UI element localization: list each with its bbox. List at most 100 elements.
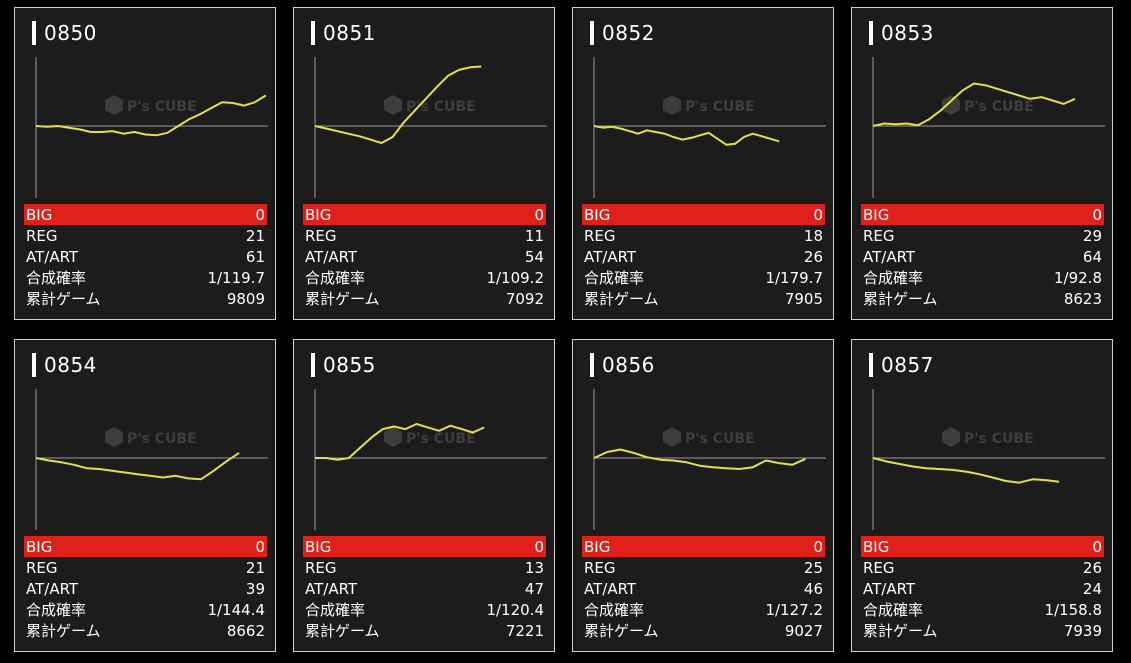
stat-value: 54 (524, 247, 544, 266)
slump-graph: P's CUBE (872, 57, 1105, 198)
stat-value: 1/127.2 (765, 600, 823, 619)
stat-row-big: BIG 0 (582, 204, 825, 225)
stat-value: 7092 (505, 289, 544, 308)
slump-line (315, 423, 485, 461)
machine-card-0853[interactable]: 0853 P's CUBE BIG 0 REG 29 AT/ART 64 合成確率 1/92.8 累… (851, 7, 1113, 320)
slump-line (35, 452, 240, 481)
svg-text:P's CUBE: P's CUBE (685, 431, 755, 447)
machine-card-0852[interactable]: 0852 P's CUBE BIG 0 REG 18 AT/ART 26 合成確率 1/179.7… (572, 7, 834, 320)
stat-row-games: 累計ゲーム 8623 (861, 288, 1104, 309)
machine-title: 0854 (32, 352, 97, 378)
stat-row-atart: AT/ART 61 (24, 246, 267, 267)
machine-card-0854[interactable]: 0854 P's CUBE BIG 0 REG 21 AT/ART 39 合成確率 1/144.4… (14, 339, 276, 652)
machine-card-0855[interactable]: 0855 P's CUBE BIG 0 REG 13 AT/ART 47 合成確率 1/120.4… (293, 339, 555, 652)
machine-card-0857[interactable]: 0857 P's CUBE BIG 0 REG 26 AT/ART 24 合成確率 1/158.8… (851, 339, 1113, 652)
stat-value: 9027 (784, 621, 823, 640)
watermark-logo: P's CUBE (663, 95, 755, 115)
machine-title: 0852 (590, 20, 655, 46)
stat-row-combined: 合成確率 1/120.4 (303, 599, 546, 620)
stat-value: 0 (813, 537, 823, 556)
stat-label: AT/ART (584, 247, 637, 266)
title-marker (311, 353, 315, 377)
stat-value: 25 (803, 558, 823, 577)
stat-label: REG (26, 226, 58, 245)
stats-table: BIG 0 REG 29 AT/ART 64 合成確率 1/92.8 累計ゲーム 8623 (861, 204, 1104, 309)
stat-label: AT/ART (305, 247, 358, 266)
machine-title: 0855 (311, 352, 376, 378)
slump-line (872, 457, 1060, 484)
title-marker (590, 353, 594, 377)
stat-row-reg: REG 26 (861, 557, 1104, 578)
stat-value: 47 (524, 579, 544, 598)
machine-card-0856[interactable]: 0856 P's CUBE BIG 0 REG 25 AT/ART 46 合成確率 1/127.2… (572, 339, 834, 652)
stat-label: REG (305, 558, 337, 577)
stat-row-reg: REG 25 (582, 557, 825, 578)
stat-row-combined: 合成確率 1/119.7 (24, 267, 267, 288)
slump-line (593, 448, 806, 470)
stat-row-atart: AT/ART 64 (861, 246, 1104, 267)
stat-label: 累計ゲーム (26, 290, 101, 308)
machine-number: 0850 (44, 21, 97, 45)
svg-text:P's CUBE: P's CUBE (964, 99, 1034, 115)
stats-table: BIG 0 REG 25 AT/ART 46 合成確率 1/127.2 累計ゲーム 9027 (582, 536, 825, 641)
title-marker (869, 21, 873, 45)
svg-text:P's CUBE: P's CUBE (406, 99, 476, 115)
stat-label: AT/ART (305, 579, 358, 598)
slump-graph: P's CUBE (872, 389, 1105, 530)
title-marker (32, 21, 36, 45)
stat-value: 13 (524, 558, 544, 577)
slump-line (35, 94, 267, 137)
svg-text:P's CUBE: P's CUBE (406, 431, 476, 447)
stat-value: 1/109.2 (486, 268, 544, 287)
machine-number: 0851 (323, 21, 376, 45)
stat-row-reg: REG 21 (24, 225, 267, 246)
svg-text:P's CUBE: P's CUBE (964, 431, 1034, 447)
stats-table: BIG 0 REG 13 AT/ART 47 合成確率 1/120.4 累計ゲーム 7221 (303, 536, 546, 641)
stat-label: 累計ゲーム (26, 622, 101, 640)
stat-row-combined: 合成確率 1/158.8 (861, 599, 1104, 620)
stat-row-combined: 合成確率 1/179.7 (582, 267, 825, 288)
svg-text:P's CUBE: P's CUBE (127, 99, 197, 115)
stat-row-big: BIG 0 (861, 204, 1104, 225)
machine-title: 0851 (311, 20, 376, 46)
stat-label: 累計ゲーム (863, 622, 938, 640)
stat-label: REG (863, 558, 895, 577)
stat-value: 1/179.7 (765, 268, 823, 287)
slump-graph: P's CUBE (593, 57, 826, 198)
watermark-logo: P's CUBE (105, 95, 197, 115)
slump-graph: P's CUBE (593, 389, 826, 530)
stat-label: 累計ゲーム (584, 290, 659, 308)
stat-value: 29 (1082, 226, 1102, 245)
stat-row-reg: REG 21 (24, 557, 267, 578)
machine-card-0850[interactable]: 0850 P's CUBE BIG 0 REG 21 AT/ART 61 合成確率 1/119.7… (14, 7, 276, 320)
stat-label: 累計ゲーム (305, 290, 380, 308)
stat-value: 21 (245, 558, 265, 577)
stat-row-big: BIG 0 (303, 536, 546, 557)
stat-value: 7939 (1063, 621, 1102, 640)
watermark-logo: P's CUBE (942, 427, 1034, 447)
stat-label: AT/ART (863, 579, 916, 598)
stat-row-games: 累計ゲーム 9809 (24, 288, 267, 309)
watermark-logo: P's CUBE (942, 95, 1034, 115)
stat-row-big: BIG 0 (24, 204, 267, 225)
stat-row-big: BIG 0 (303, 204, 546, 225)
stat-label: BIG (26, 205, 53, 224)
stat-row-games: 累計ゲーム 7221 (303, 620, 546, 641)
stat-label: REG (863, 226, 895, 245)
stat-value: 46 (803, 579, 823, 598)
stat-label: REG (584, 226, 616, 245)
stat-value: 0 (1092, 205, 1102, 224)
watermark-logo: P's CUBE (663, 427, 755, 447)
stat-value: 9809 (226, 289, 265, 308)
stat-row-combined: 合成確率 1/109.2 (303, 267, 546, 288)
stat-label: BIG (584, 205, 611, 224)
stat-label: AT/ART (863, 247, 916, 266)
stat-row-games: 累計ゲーム 8662 (24, 620, 267, 641)
stat-label: 合成確率 (305, 601, 366, 619)
slump-graph: P's CUBE (35, 389, 268, 530)
stat-label: 累計ゲーム (305, 622, 380, 640)
stat-label: AT/ART (26, 247, 79, 266)
stat-label: REG (584, 558, 616, 577)
stat-value: 0 (1092, 537, 1102, 556)
machine-card-0851[interactable]: 0851 P's CUBE BIG 0 REG 11 AT/ART 54 合成確率 1/109.2… (293, 7, 555, 320)
